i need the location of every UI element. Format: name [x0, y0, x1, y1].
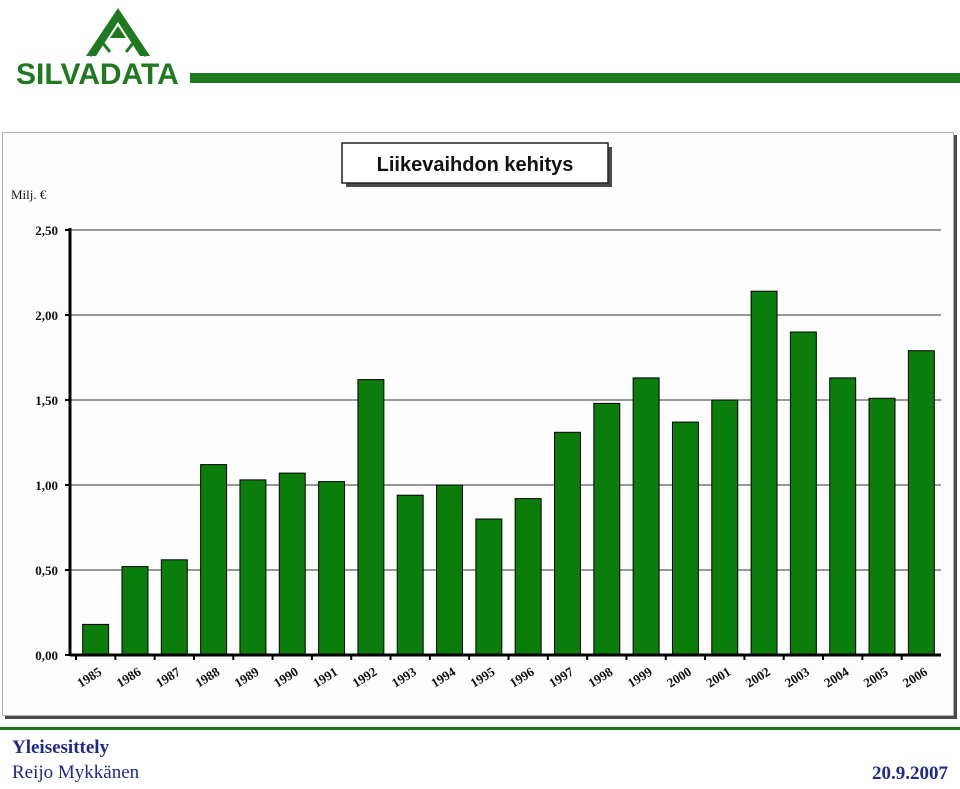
x-tick-label: 1997: [546, 664, 576, 691]
y-tick-label: 1,50: [35, 393, 58, 408]
bar-1986: [121, 566, 149, 656]
x-tick-label: 1993: [389, 664, 419, 691]
x-tick-label: 1989: [232, 664, 262, 691]
x-tick-label: 1998: [585, 664, 615, 691]
footer-title: Yleisesittely: [12, 737, 110, 758]
bar-1998: [593, 402, 621, 656]
x-tick-label: 1996: [507, 664, 537, 691]
silvadata-logo: SILVADATA: [10, 6, 180, 91]
x-tick-label: 1985: [74, 664, 104, 691]
x-tick-label: 1991: [310, 664, 340, 690]
y-tick-label: 1,00: [35, 478, 58, 493]
chart-title: Liikevaihdon kehitys: [377, 154, 574, 176]
footer-divider: [0, 727, 960, 730]
y-axis-label: Milj. €: [11, 187, 47, 202]
x-tick-label: 1988: [192, 664, 222, 691]
header-divider: [190, 73, 960, 83]
x-tick-label: 2001: [703, 664, 733, 690]
x-tick-label: 2006: [900, 664, 930, 691]
bar-chart: Liikevaihdon kehitys Milj. € 0,00 0,50 1,0…: [11, 142, 941, 691]
x-tick-label: 1999: [625, 664, 655, 691]
x-tick-label: 1990: [271, 664, 301, 690]
y-tick-label: 2,00: [35, 308, 58, 323]
chart-frame: Liikevaihdon kehitys Milj. € 0,00 0,50 1,0…: [2, 132, 954, 716]
bar-1989: [239, 479, 267, 656]
footer-author: Reijo Mykkänen: [12, 762, 140, 783]
bar-1991: [318, 481, 346, 656]
x-tick-label: 2005: [861, 664, 891, 691]
bar-1993: [396, 494, 424, 656]
x-tick-label: 2000: [664, 664, 694, 690]
bar-1992: [357, 379, 385, 656]
tree-mountain-icon: [86, 8, 150, 57]
bar-2002: [750, 290, 778, 656]
bar-1988: [200, 464, 228, 656]
x-tick-label: 2002: [743, 664, 773, 690]
bar-1985: [82, 623, 110, 656]
bar-1994: [436, 484, 463, 656]
y-tick-label: 2,50: [35, 223, 58, 238]
x-tick-label: 1987: [153, 664, 183, 691]
x-tick-label: 1995: [467, 664, 497, 691]
bar-1999: [632, 377, 660, 656]
x-tick-label: 2004: [821, 664, 851, 691]
bar-1997: [554, 431, 581, 656]
bar-1990: [278, 472, 306, 656]
logo-text: SILVADATA: [16, 58, 179, 91]
bar-1996: [514, 498, 542, 656]
y-tick-label: 0,50: [35, 563, 58, 578]
y-tick-label: 0,00: [35, 648, 58, 663]
bar-1987: [160, 559, 188, 656]
bar-2005: [868, 397, 896, 656]
chart-title-box: Liikevaihdon kehitys: [341, 142, 612, 187]
x-tick-label: 1992: [350, 664, 380, 690]
bar-2006: [907, 350, 935, 656]
footer-date: 20.9.2007: [872, 763, 948, 784]
x-tick-label: 1986: [114, 664, 144, 691]
bar-2004: [829, 377, 857, 656]
bar-2000: [671, 421, 699, 656]
bar-1995: [475, 518, 503, 656]
x-tick-label: 2003: [782, 664, 812, 691]
bar-2003: [789, 331, 817, 656]
bar-2001: [711, 399, 739, 656]
x-tick-label: 1994: [428, 664, 458, 691]
